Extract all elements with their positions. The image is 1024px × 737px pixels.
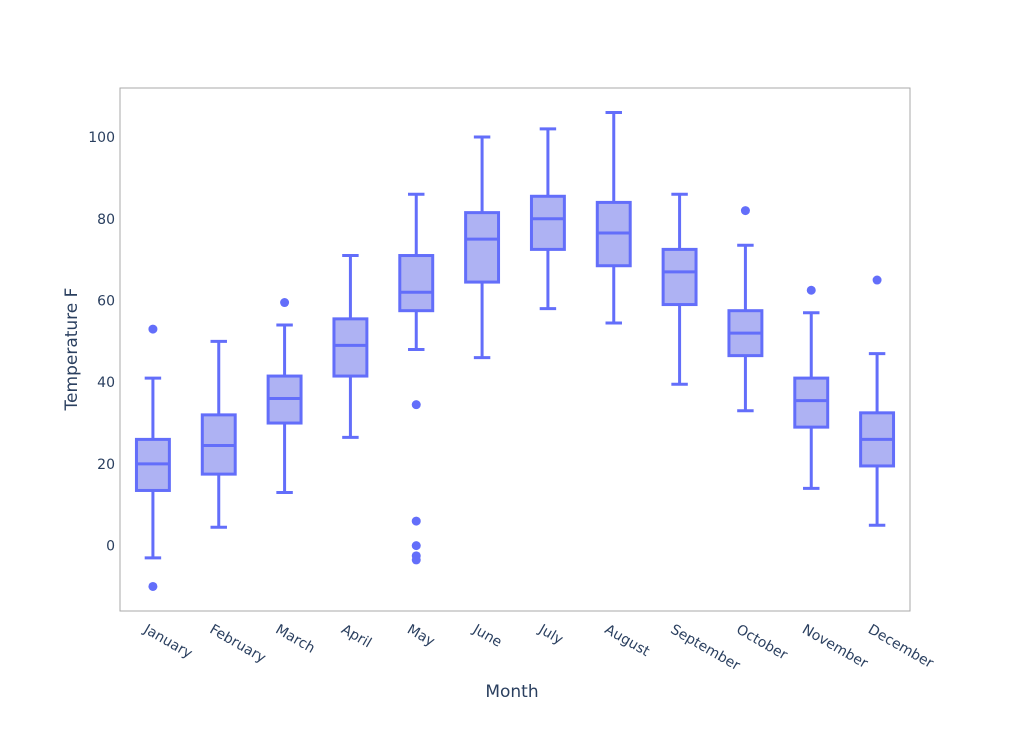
outlier-point xyxy=(411,516,421,526)
x-tick-label: October xyxy=(733,622,790,664)
x-tick-label: April xyxy=(338,622,374,652)
x-tick-label: June xyxy=(469,621,504,651)
y-tick-label: 0 xyxy=(106,539,115,555)
box-november xyxy=(793,285,830,490)
iqr-box xyxy=(464,211,501,284)
box-december xyxy=(859,275,896,527)
box-march xyxy=(266,298,303,495)
box-september xyxy=(661,192,698,386)
x-tick-label: March xyxy=(273,622,318,657)
y-axis-title: Temperature F xyxy=(62,288,82,412)
box-july xyxy=(529,127,566,311)
outlier-point xyxy=(740,206,750,216)
iqr-box xyxy=(332,317,369,378)
outlier-point xyxy=(148,324,158,334)
box-may xyxy=(398,192,435,565)
x-tick-label: December xyxy=(865,622,936,672)
outlier-point xyxy=(148,581,158,591)
iqr-box xyxy=(529,194,566,251)
outlier-point xyxy=(806,285,816,295)
outlier-point xyxy=(411,400,421,410)
box-october xyxy=(727,206,764,413)
outlier-point xyxy=(280,298,290,308)
boxes-layer xyxy=(134,111,896,591)
y-axis-ticks: 0 20 40 60 80 100 xyxy=(88,130,115,555)
box-january xyxy=(134,324,171,591)
box-june xyxy=(464,135,501,360)
y-tick-label: 60 xyxy=(97,293,115,309)
outlier-point xyxy=(411,555,421,565)
x-tick-label: May xyxy=(404,622,437,650)
x-tick-label: November xyxy=(799,622,870,672)
y-tick-label: 100 xyxy=(88,130,115,146)
y-tick-label: 20 xyxy=(97,457,115,473)
x-tick-label: February xyxy=(207,622,269,667)
box-april xyxy=(332,254,369,439)
plot-frame xyxy=(119,87,911,612)
box-february xyxy=(200,339,237,529)
x-tick-label: August xyxy=(602,622,653,661)
x-axis-title: Month xyxy=(485,682,538,702)
y-tick-label: 80 xyxy=(97,212,115,228)
iqr-box xyxy=(661,247,698,307)
x-tick-label: July xyxy=(535,621,566,648)
outlier-point xyxy=(872,275,882,285)
x-tick-label: September xyxy=(668,622,743,675)
x-tick-label: January xyxy=(140,621,195,662)
box-august xyxy=(595,111,632,325)
iqr-box xyxy=(398,254,435,313)
x-axis-ticks: January February March April May June July Augu… xyxy=(140,621,936,674)
y-tick-label: 40 xyxy=(97,375,115,391)
iqr-box xyxy=(793,376,830,429)
outlier-point xyxy=(411,541,421,551)
